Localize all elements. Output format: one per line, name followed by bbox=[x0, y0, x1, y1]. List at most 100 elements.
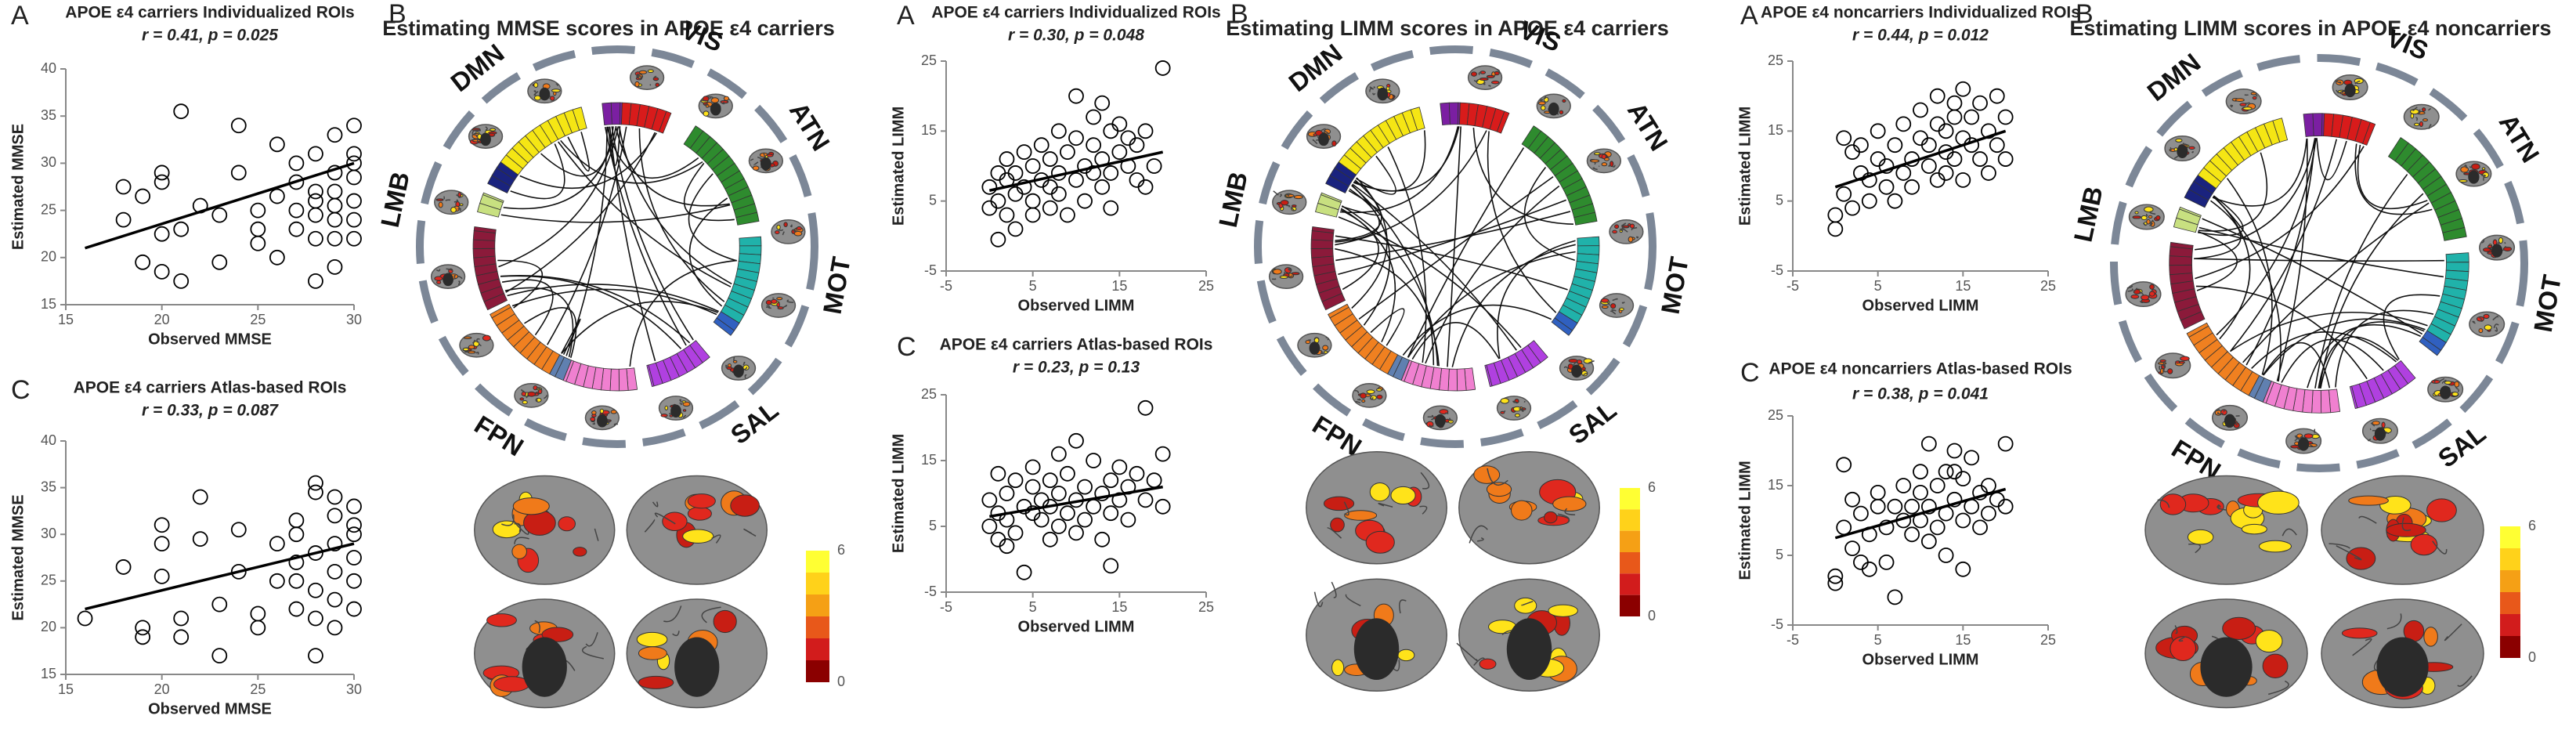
sulcus bbox=[1496, 68, 1501, 74]
y-tick-label: 30 bbox=[41, 154, 56, 170]
brain-region bbox=[573, 547, 587, 557]
y-tick-label: 15 bbox=[1768, 122, 1783, 138]
sulcus bbox=[1588, 360, 1595, 364]
point bbox=[1870, 123, 1886, 139]
sulcus bbox=[2149, 222, 2152, 226]
chart-title: APOE ε4 carriers Atlas-based ROIs bbox=[940, 336, 1213, 354]
brain-medial-wall bbox=[1506, 618, 1552, 680]
point bbox=[1103, 165, 1119, 181]
brain-region bbox=[2241, 523, 2267, 535]
point bbox=[1050, 123, 1067, 139]
point bbox=[1929, 519, 1946, 536]
point bbox=[173, 221, 190, 237]
chord bbox=[1338, 216, 1522, 349]
point bbox=[211, 596, 228, 613]
brain-region bbox=[776, 224, 781, 230]
point bbox=[1129, 137, 1145, 154]
point bbox=[1929, 116, 1946, 132]
point bbox=[1844, 491, 1860, 508]
point bbox=[1972, 519, 1988, 536]
y-tick-label: 5 bbox=[929, 192, 937, 208]
chord bbox=[1340, 208, 1396, 342]
ring-cell bbox=[2445, 252, 2469, 263]
point bbox=[250, 620, 266, 636]
point bbox=[288, 155, 305, 172]
point bbox=[154, 263, 170, 280]
y-tick-label: 25 bbox=[921, 386, 937, 402]
brain-region bbox=[702, 96, 710, 102]
point bbox=[1129, 172, 1145, 188]
point bbox=[1920, 435, 1937, 452]
brain-region bbox=[682, 529, 714, 544]
fit-line bbox=[1834, 129, 2007, 189]
sulcus bbox=[445, 199, 451, 201]
sulcus bbox=[1564, 508, 1576, 515]
chord bbox=[1407, 147, 1525, 358]
brain-region bbox=[1568, 358, 1578, 363]
point bbox=[346, 526, 362, 543]
sulcus bbox=[744, 374, 747, 379]
sulcus bbox=[1321, 351, 1325, 355]
ring-cell bbox=[472, 248, 496, 258]
brain-region bbox=[1344, 510, 1378, 521]
chart-subtitle: r = 0.44, p = 0.012 bbox=[1852, 27, 1989, 45]
chord bbox=[497, 259, 544, 309]
point bbox=[1938, 464, 1954, 480]
brain-region bbox=[2410, 113, 2415, 119]
point bbox=[1077, 193, 1093, 209]
sulcus bbox=[1290, 206, 1295, 211]
chord bbox=[609, 126, 656, 362]
x-tick-label: 25 bbox=[250, 681, 266, 697]
brain-region bbox=[482, 334, 491, 342]
brain-region bbox=[1280, 200, 1289, 206]
panel-letter: C bbox=[897, 332, 916, 362]
y-axis-label: Estimated LIMM bbox=[890, 434, 907, 553]
point bbox=[135, 188, 151, 204]
chart-title: APOE ε4 carriers Individualized ROIs bbox=[931, 4, 1220, 22]
point bbox=[1955, 512, 1971, 529]
sulcus bbox=[1312, 139, 1318, 145]
x-axis-label: Observed LIMM bbox=[1018, 618, 1135, 635]
brain-region bbox=[2381, 421, 2386, 428]
sulcus bbox=[704, 103, 709, 107]
point bbox=[308, 183, 323, 200]
sulcus bbox=[637, 74, 641, 79]
sulcus bbox=[782, 305, 788, 309]
point bbox=[1989, 137, 2005, 154]
network-label: FPN bbox=[469, 410, 529, 461]
ring-cell bbox=[658, 110, 672, 134]
y-tick-label: 25 bbox=[921, 52, 937, 68]
brain-medial-wall bbox=[597, 414, 608, 428]
brain-region bbox=[1601, 162, 1608, 167]
point bbox=[1836, 457, 1852, 473]
point bbox=[154, 517, 170, 533]
sulcus bbox=[2235, 423, 2238, 426]
y-axis-label: Estimated LIMM bbox=[1736, 107, 1754, 226]
brain-medial-wall bbox=[1309, 342, 1321, 355]
brain-region bbox=[2239, 103, 2247, 107]
point bbox=[288, 601, 305, 617]
sulcus bbox=[475, 129, 482, 132]
sulcus bbox=[534, 620, 540, 634]
chord bbox=[524, 307, 577, 359]
point bbox=[1955, 561, 1971, 577]
chord bbox=[1523, 167, 1575, 262]
network-label: ATN bbox=[2494, 109, 2545, 168]
chord-title: Estimating LIMM scores in APOE ε4 carrie… bbox=[1226, 16, 1669, 40]
brain-region bbox=[551, 89, 561, 93]
sulcus bbox=[2358, 515, 2377, 524]
point bbox=[1920, 498, 1937, 515]
brain-region bbox=[2444, 381, 2452, 385]
point bbox=[1844, 144, 1860, 161]
chord bbox=[1341, 205, 1439, 367]
network-label: LMB bbox=[1213, 169, 1253, 230]
point bbox=[1920, 158, 1937, 174]
point bbox=[1146, 158, 1162, 174]
sulcus bbox=[2469, 166, 2473, 168]
sulcus bbox=[1592, 167, 1598, 171]
sulcus bbox=[2310, 444, 2314, 447]
point bbox=[1836, 519, 1852, 536]
x-tick-label: 15 bbox=[58, 681, 74, 697]
